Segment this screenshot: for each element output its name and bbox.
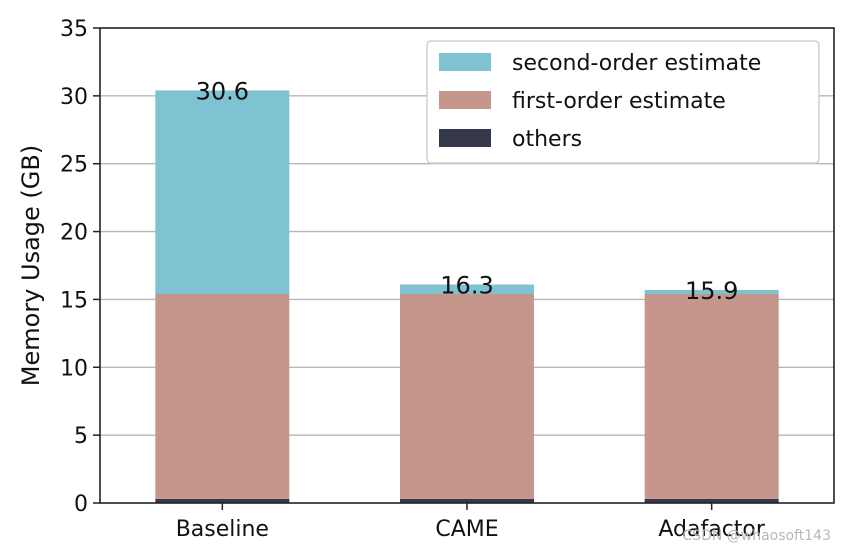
- y-axis-label: Memory Usage (GB): [17, 145, 45, 386]
- legend-swatch-first-order-estimate: [439, 91, 491, 109]
- legend-label-others: others: [512, 127, 582, 152]
- bar-adafactor-second-order-estimate: [644, 289, 779, 294]
- y-tick-label-0: 0: [74, 492, 88, 517]
- legend: [426, 40, 820, 164]
- y-tick-label-5: 5: [74, 424, 88, 449]
- y-tick-label-35: 35: [60, 17, 88, 42]
- y-tick-label-10: 10: [60, 356, 88, 381]
- y-tick-label-25: 25: [60, 153, 88, 178]
- plot-frame: [99, 27, 835, 504]
- x-tick-label-baseline: Baseline: [176, 517, 269, 542]
- bar-adafactor-first-order-estimate: [644, 294, 779, 499]
- data-label-came: 16.3: [440, 272, 493, 300]
- data-label-adafactor: 15.9: [685, 277, 738, 305]
- bar-came-first-order-estimate: [400, 294, 534, 499]
- bar-baseline-others: [155, 498, 290, 503]
- bar-baseline-second-order-estimate: [155, 90, 290, 294]
- data-label-baseline: 30.6: [196, 77, 249, 105]
- bar-baseline-first-order-estimate: [155, 294, 290, 499]
- bar-adafactor-others: [644, 498, 779, 503]
- legend-label-first-order-estimate: first-order estimate: [512, 89, 726, 114]
- legend-swatch-second-order-estimate: [439, 53, 491, 71]
- legend-swatch-others: [439, 129, 491, 147]
- y-tick-label-30: 30: [60, 85, 88, 110]
- watermark: CSDN @whaosoft143: [682, 528, 831, 544]
- x-tick-label-came: CAME: [435, 517, 498, 542]
- bar-came-second-order-estimate: [400, 284, 534, 294]
- y-tick-label-20: 20: [60, 221, 88, 246]
- y-tick-label-15: 15: [60, 288, 88, 313]
- legend-label-second-order-estimate: second-order estimate: [512, 51, 761, 76]
- x-tick-label-adafactor: Adafactor: [658, 517, 766, 542]
- bar-came-others: [400, 498, 534, 503]
